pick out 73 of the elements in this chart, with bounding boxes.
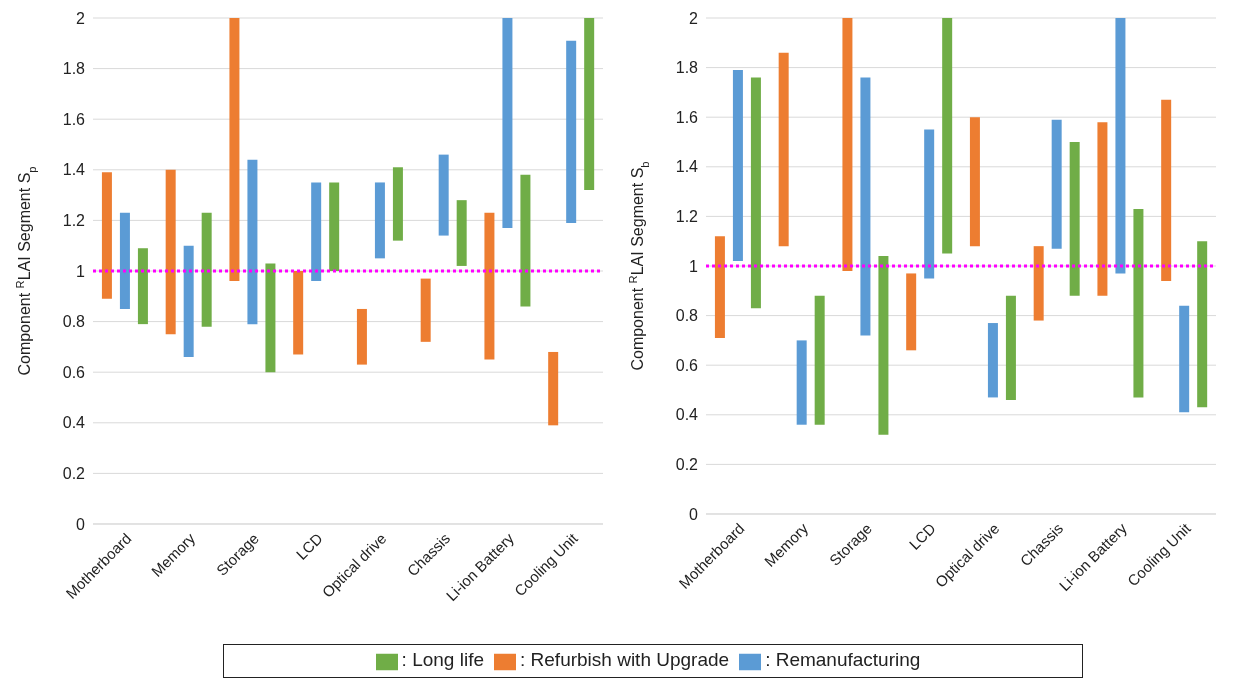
y-tick-label: 1: [689, 257, 699, 275]
bar: [1115, 18, 1126, 274]
bar: [732, 70, 743, 262]
y-tick-label: 0.4: [675, 406, 699, 424]
bar: [1133, 208, 1144, 398]
bar: [101, 172, 112, 299]
bar: [438, 154, 449, 236]
bar: [1005, 295, 1016, 400]
bar: [714, 236, 725, 338]
bar: [969, 117, 980, 247]
bar: [878, 256, 889, 435]
bar: [842, 18, 853, 271]
bar: [247, 159, 258, 325]
y-tick-label: 1: [76, 262, 86, 280]
bar: [293, 271, 304, 355]
y-tick-label: 1.4: [62, 161, 86, 179]
bar: [1161, 99, 1172, 281]
bar: [484, 212, 495, 360]
bar: [1051, 119, 1062, 249]
bar: [420, 278, 431, 342]
bar: [456, 200, 467, 266]
bar: [924, 129, 935, 279]
y-tick-label: 0.4: [62, 414, 86, 432]
bar: [1069, 142, 1080, 296]
bar: [229, 18, 240, 282]
bar: [392, 167, 403, 241]
bar: [201, 212, 212, 327]
bar: [374, 182, 385, 259]
y-tick-label: 2: [76, 9, 86, 27]
bar: [356, 308, 367, 365]
bar: [1097, 122, 1108, 296]
bar: [1033, 246, 1044, 321]
bar: [165, 169, 176, 335]
y-tick-label: 1.4: [675, 158, 699, 176]
y-tick-label: 0.6: [62, 363, 86, 381]
bar: [311, 182, 322, 282]
bar: [778, 52, 789, 247]
y-tick-label: 0.2: [62, 465, 86, 483]
bar: [987, 323, 998, 398]
bar: [1179, 305, 1190, 413]
bar: [906, 273, 917, 351]
legend-label: : Refurbish with Upgrade: [520, 649, 730, 670]
y-tick-label: 2: [689, 9, 699, 27]
y-tick-label: 0: [689, 505, 699, 523]
y-tick-label: 1.6: [62, 110, 86, 128]
bar: [548, 351, 559, 426]
y-tick-label: 1.8: [62, 60, 86, 78]
bar: [750, 77, 761, 309]
bar: [584, 18, 595, 191]
legend-label: : Remanufacturing: [765, 649, 921, 670]
y-tick-label: 1.2: [675, 208, 699, 226]
bar: [183, 245, 194, 358]
bar: [814, 295, 825, 425]
bar: [1197, 241, 1208, 408]
y-tick-label: 1.2: [62, 212, 86, 230]
y-tick-label: 0.8: [675, 307, 699, 325]
y-tick-label: 0.2: [675, 456, 699, 474]
y-tick-label: 0.8: [62, 313, 86, 331]
y-tick-label: 0: [76, 515, 86, 533]
y-tick-label: 1.8: [675, 59, 699, 77]
bar: [329, 182, 340, 271]
bar: [137, 248, 148, 325]
y-tick-label: 1.6: [675, 108, 699, 126]
bar: [502, 18, 513, 228]
bar: [119, 212, 130, 309]
bar: [566, 40, 577, 223]
bar: [942, 18, 953, 254]
bar: [265, 263, 276, 373]
y-tick-label: 0.6: [675, 356, 699, 374]
bar: [520, 174, 531, 307]
bar: [860, 77, 871, 336]
legend-label: : Long life: [401, 649, 485, 670]
bar: [796, 340, 807, 425]
